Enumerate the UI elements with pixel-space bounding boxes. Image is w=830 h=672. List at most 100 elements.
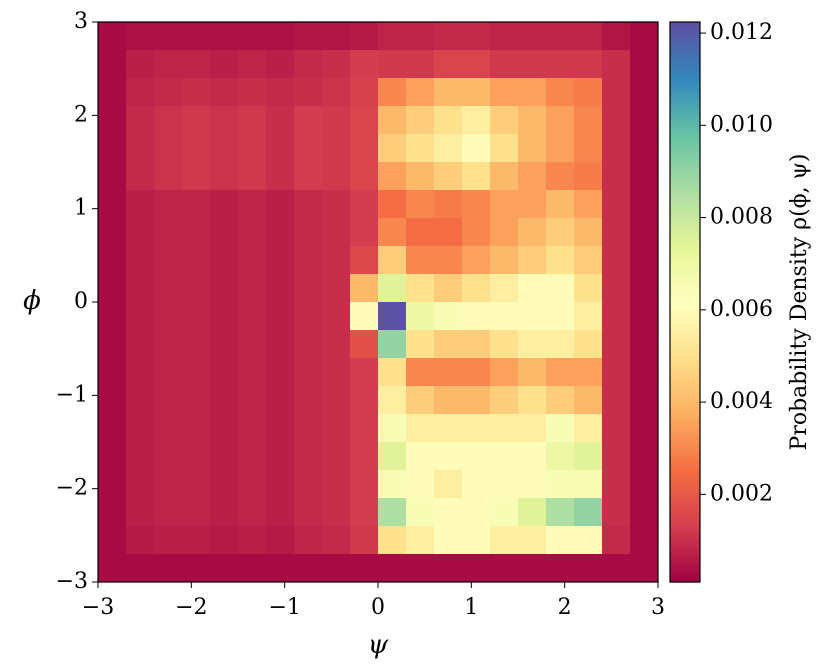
- colorbar-gradient: [670, 470, 700, 475]
- heatmap-cell: [182, 218, 211, 247]
- heatmap-cell: [602, 22, 631, 51]
- heatmap-cell: [490, 246, 519, 275]
- colorbar-gradient: [670, 178, 700, 183]
- heatmap-cell: [406, 498, 435, 527]
- heatmap-cell: [294, 470, 323, 499]
- heatmap-cell: [602, 246, 631, 275]
- heatmap-cell: [238, 358, 267, 387]
- heatmap-cell: [182, 190, 211, 219]
- colorbar-gradient: [670, 66, 700, 71]
- colorbar-gradient: [670, 406, 700, 411]
- colorbar-gradient: [670, 86, 700, 91]
- heatmap-cell: [462, 302, 491, 331]
- heatmap-cell: [294, 442, 323, 471]
- heatmap-cell: [350, 554, 379, 583]
- heatmap-cell: [210, 106, 239, 135]
- heatmap-cell: [98, 50, 127, 79]
- colorbar-gradient: [670, 482, 700, 487]
- heatmap-cell: [210, 554, 239, 583]
- heatmap-cell: [266, 554, 295, 583]
- heatmap-cell: [518, 526, 547, 555]
- colorbar-gradient: [670, 410, 700, 415]
- colorbar-gradient: [670, 450, 700, 455]
- colorbar-gradient: [670, 126, 700, 131]
- heatmap-cell: [518, 414, 547, 443]
- colorbar-gradient: [670, 446, 700, 451]
- colorbar-gradient: [670, 382, 700, 387]
- heatmap-cell: [462, 470, 491, 499]
- heatmap-cell: [322, 218, 351, 247]
- heatmap-cell: [630, 414, 659, 443]
- colorbar-gradient: [670, 438, 700, 443]
- x-tick-label: −3: [82, 595, 114, 620]
- y-tick-label: −3: [56, 569, 88, 594]
- colorbar-tick-label: 0.008: [710, 205, 773, 230]
- heatmap-cell: [546, 50, 575, 79]
- colorbar-gradient: [670, 114, 700, 119]
- heatmap-cell: [322, 246, 351, 275]
- heatmap-cell: [154, 414, 183, 443]
- colorbar-gradient: [670, 526, 700, 531]
- heatmap-cell: [182, 162, 211, 191]
- heatmap-cell: [182, 22, 211, 51]
- heatmap-cell: [210, 190, 239, 219]
- heatmap-cell: [490, 498, 519, 527]
- heatmap-cell: [462, 134, 491, 163]
- heatmap-cell: [574, 106, 603, 135]
- heatmap-cell: [238, 274, 267, 303]
- colorbar-gradient: [670, 154, 700, 159]
- heatmap-cell: [210, 386, 239, 415]
- heatmap-cell: [322, 274, 351, 303]
- heatmap-cell: [350, 302, 379, 331]
- colorbar-gradient: [670, 330, 700, 335]
- heatmap-cell: [546, 414, 575, 443]
- heatmap-cell: [126, 218, 155, 247]
- heatmap-cell: [182, 246, 211, 275]
- heatmap-cell: [434, 106, 463, 135]
- heatmap-cell: [378, 470, 407, 499]
- heatmap-cell: [210, 470, 239, 499]
- colorbar-gradient: [670, 566, 700, 571]
- heatmap-cell: [630, 526, 659, 555]
- heatmap-cell: [238, 414, 267, 443]
- heatmap-cell: [266, 526, 295, 555]
- heatmap-cell: [98, 498, 127, 527]
- heatmap-cell: [210, 274, 239, 303]
- heatmap-cell: [574, 162, 603, 191]
- heatmap-cell: [266, 470, 295, 499]
- heatmap-cell: [266, 274, 295, 303]
- heatmap-cell: [574, 246, 603, 275]
- heatmap-cell: [154, 554, 183, 583]
- colorbar-gradient: [670, 274, 700, 279]
- heatmap-cell: [294, 22, 323, 51]
- colorbar-gradient: [670, 266, 700, 271]
- heatmap-cell: [406, 274, 435, 303]
- heatmap-cell: [602, 78, 631, 107]
- heatmap-cell: [182, 554, 211, 583]
- y-tick-label: 2: [74, 102, 88, 127]
- colorbar-gradient: [670, 390, 700, 395]
- heatmap-cell: [210, 302, 239, 331]
- heatmap-cell: [294, 218, 323, 247]
- heatmap-cell: [630, 50, 659, 79]
- heatmap-cell: [602, 302, 631, 331]
- heatmap-cell: [294, 330, 323, 359]
- heatmap-cell: [238, 22, 267, 51]
- heatmap-cell: [182, 330, 211, 359]
- heatmap-cell: [462, 554, 491, 583]
- heatmap-cell: [462, 246, 491, 275]
- heatmap-cell: [630, 498, 659, 527]
- heatmap-cell: [154, 526, 183, 555]
- heatmap-cell: [322, 302, 351, 331]
- heatmap-cell: [210, 526, 239, 555]
- heatmap-cell: [238, 302, 267, 331]
- x-tick-label: 1: [464, 595, 478, 620]
- heatmap-cell: [490, 106, 519, 135]
- heatmap-cell: [126, 134, 155, 163]
- heatmap-cell: [126, 554, 155, 583]
- heatmap-cell: [406, 330, 435, 359]
- heatmap-cell: [154, 274, 183, 303]
- heatmap-cell: [378, 414, 407, 443]
- colorbar-gradient: [670, 386, 700, 391]
- heatmap-cell: [378, 274, 407, 303]
